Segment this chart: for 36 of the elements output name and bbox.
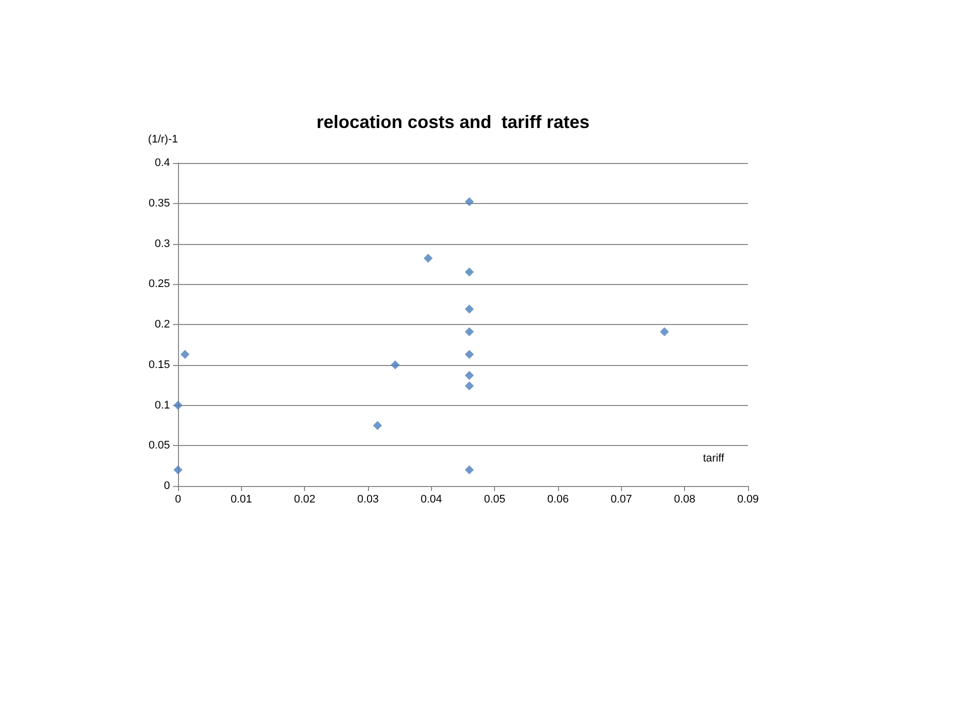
y-tick-label: 0.1 xyxy=(154,399,170,412)
point xyxy=(424,254,433,263)
point xyxy=(373,420,382,430)
x-tick-label: 0.05 xyxy=(484,494,506,506)
x-tick-label: 0.01 xyxy=(230,494,252,506)
point xyxy=(174,465,182,474)
point xyxy=(464,370,474,380)
point xyxy=(390,360,400,370)
y-tick-label: 0.05 xyxy=(148,440,170,452)
y-tick-label: 0.25 xyxy=(148,278,170,290)
x-tick-label: 0.09 xyxy=(737,494,759,506)
y-tick-label: 0 xyxy=(164,480,170,492)
y-tick-label: 0.35 xyxy=(148,197,170,210)
y-tick-label: 0.3 xyxy=(154,238,170,250)
point xyxy=(660,327,669,336)
x-tick-label: 0 xyxy=(174,494,182,506)
x-tick-label: 0.03 xyxy=(357,494,379,506)
y-axis-title: (1/r)-1 xyxy=(148,134,178,146)
y-tick-label: 0.15 xyxy=(148,358,170,371)
x-tick-label: 0.08 xyxy=(674,494,696,506)
x-axis-title: tariff xyxy=(703,452,726,464)
chart-title: relocation costs and tariff rates xyxy=(316,112,590,132)
y-tick-label: 0.4 xyxy=(154,157,170,169)
point xyxy=(464,381,474,390)
point xyxy=(464,304,474,314)
point xyxy=(180,350,190,359)
y-tick-label: 0.2 xyxy=(154,318,170,330)
point xyxy=(464,350,474,359)
x-tick-label: 0.06 xyxy=(547,494,569,506)
point xyxy=(464,197,474,206)
point xyxy=(464,327,474,336)
point xyxy=(464,465,474,474)
x-tick-label: 0.02 xyxy=(294,494,316,506)
x-tick-label: 0.04 xyxy=(420,494,442,506)
point xyxy=(464,268,474,277)
x-tick-label: 0.07 xyxy=(610,494,632,506)
